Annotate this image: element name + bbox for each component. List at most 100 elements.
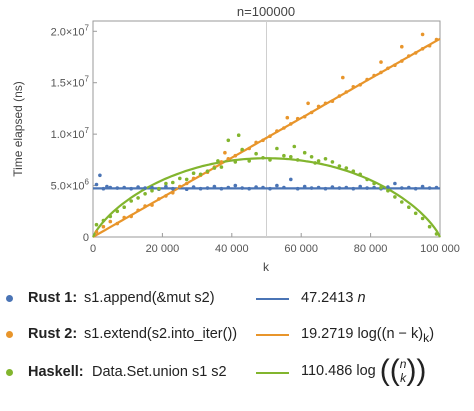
data-point-haskell [282,153,286,158]
x-tick-label: 20 000 [146,243,180,255]
data-point-haskell [198,172,203,177]
data-point-rust-1 [344,185,349,190]
data-point-haskell [216,159,220,163]
legend-series-description: Data.Set.union s1 s2 [92,364,227,380]
data-point-rust-1 [372,185,376,190]
legend-marker-haskell [6,369,13,376]
data-point-rust-2 [358,83,363,87]
data-point-haskell [413,211,418,216]
data-point-rust-2 [226,157,231,161]
data-point-haskell [247,159,251,163]
data-point-rust-2 [379,60,383,64]
data-point-rust-2 [108,219,113,224]
data-point-haskell [115,209,120,214]
data-point-rust-2 [268,134,272,138]
data-point-rust-2 [285,115,290,120]
data-point-rust-2 [275,129,279,133]
data-point-haskell [178,176,182,181]
data-point-rust-1 [164,184,168,189]
legend-row-rust2: Rust 2: s1.extend(s2.into_iter()) 19.271… [6,320,472,350]
data-point-rust-1 [351,186,356,191]
data-point-rust-1 [358,184,363,189]
data-point-haskell [289,155,293,159]
fit-subscript: k [423,330,430,345]
data-point-rust-1 [129,186,133,191]
fit-coefficient: 19.2719 [301,326,354,342]
data-point-rust-1 [337,186,342,190]
data-point-rust-1 [330,185,335,189]
data-point-haskell [219,165,224,169]
data-point-rust-2 [386,66,390,71]
legend-series-description: s1.extend(s2.into_iter()) [84,326,238,342]
y-axis-ticks: 0 5.0×106 1.0×107 1.5×107 2.0×107 [51,23,97,244]
data-point-rust-1 [434,185,439,190]
data-point-rust-1 [150,185,154,190]
fit-coefficient: 47.2413 [301,290,354,306]
binom-bottom: k [400,371,407,385]
data-point-rust-1 [101,186,106,191]
data-point-rust-1 [316,185,321,190]
y-tick-label: 0 [83,232,89,244]
data-point-haskell [330,160,335,164]
data-point-haskell [184,177,189,182]
data-point-rust-2 [115,221,120,226]
data-point-rust-1 [393,181,397,186]
data-point-rust-2 [323,101,328,106]
data-point-rust-1 [94,182,99,187]
data-point-rust-1 [400,186,404,190]
data-point-rust-1 [219,186,224,191]
data-point-haskell [212,166,217,170]
binom-top: n [399,357,407,371]
data-point-rust-1 [122,185,126,190]
x-tick-label: 80 000 [354,243,388,255]
data-point-rust-1 [427,186,432,190]
fit-log-expression: log [352,362,376,379]
data-point-rust-2 [427,43,432,48]
data-point-rust-2 [341,75,345,80]
y-tick-label: 2.0×107 [51,23,90,38]
chart-title: n=100000 [237,4,295,19]
data-point-rust-2 [337,94,342,98]
data-point-rust-2 [129,214,133,219]
data-point-rust-2 [379,70,383,75]
data-point-haskell [323,157,328,161]
data-point-haskell [337,164,342,168]
data-point-haskell [386,188,390,193]
data-point-rust-1 [289,177,293,182]
data-point-rust-2 [351,85,356,89]
data-points [94,32,439,236]
data-point-haskell [226,138,231,143]
data-point-rust-2 [191,176,196,181]
data-point-haskell [157,186,161,191]
legend-marker-rust1 [6,295,13,302]
data-point-haskell [302,150,307,155]
data-point-haskell [94,222,99,227]
data-point-rust-1 [198,186,203,191]
data-point-haskell [313,161,317,165]
data-point-haskell [351,169,356,173]
x-tick-label: 0 [90,243,96,255]
data-point-rust-1 [282,185,286,190]
data-point-rust-1 [184,187,189,191]
fit-line-haskell [92,157,441,238]
y-tick-label: 1.0×107 [51,126,90,141]
x-tick-label: 100 000 [420,243,460,255]
data-point-rust-1 [295,186,300,191]
data-point-haskell [295,158,300,162]
data-point-rust-2 [219,160,224,164]
legend-series-name: Haskell: [28,364,84,380]
data-point-rust-2 [295,116,300,121]
data-point-rust-2 [122,215,126,220]
legend-row-rust1: Rust 1: s1.append(&mut s2) 47.2413 n [6,284,472,314]
data-point-haskell [400,200,404,204]
chart: n=100000 0 20 000 40 000 60 000 80 000 100 00… [11,4,460,274]
data-point-rust-1 [386,185,390,189]
data-point-haskell [316,159,321,163]
data-point-rust-2 [420,32,425,37]
data-point-rust-2 [413,51,418,55]
data-point-haskell [434,232,439,236]
data-point-rust-1 [247,186,251,191]
data-point-rust-1 [309,186,314,190]
data-point-haskell [407,205,411,209]
data-point-rust-2 [261,138,265,143]
